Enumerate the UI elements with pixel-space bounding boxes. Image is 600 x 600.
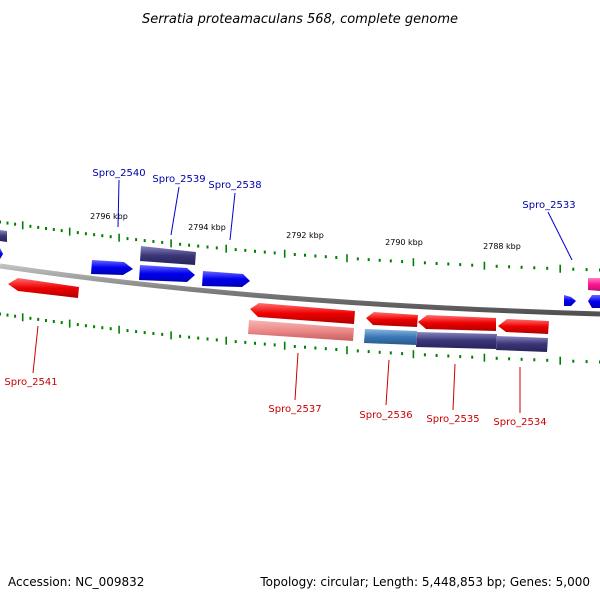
gene-arrow[interactable]	[496, 336, 548, 352]
gene-label[interactable]: Spro_2539	[152, 174, 205, 185]
gene-label[interactable]: Spro_2535	[426, 414, 479, 425]
gene-arrow-edge[interactable]	[588, 278, 600, 291]
gene-arrow-spro-2541[interactable]	[8, 278, 79, 298]
accession-label: Accession: NC_009832	[8, 575, 144, 589]
gene-arrow[interactable]	[366, 312, 418, 327]
gene-arrow-edge[interactable]	[0, 230, 7, 242]
gene-arrow-edge[interactable]	[0, 248, 3, 259]
gene-arrow[interactable]	[248, 320, 354, 341]
gene-label[interactable]: Spro_2533	[522, 200, 575, 211]
gene-label[interactable]: Spro_2540	[92, 168, 145, 179]
gene-arrow[interactable]	[91, 260, 133, 275]
tick-row-outer	[0, 220, 600, 273]
gene-arrow-spro-2533[interactable]	[564, 295, 576, 306]
gene-arrow[interactable]	[416, 332, 497, 349]
gene-arrow-spro-2536[interactable]	[364, 329, 417, 345]
gene-arrow-spro-2535[interactable]	[418, 315, 496, 331]
gene-arrow-edge[interactable]	[588, 295, 600, 308]
gene-label[interactable]: Spro_2534	[493, 417, 546, 428]
kbp-label: 2788 kbp	[483, 242, 521, 251]
kbp-label: 2792 kbp	[286, 231, 324, 240]
gene-label[interactable]: Spro_2536	[359, 410, 412, 421]
gene-arrow-spro-2538[interactable]	[202, 271, 250, 287]
gene-label[interactable]: Spro_2538	[208, 180, 261, 191]
gene-arrow-spro-2539[interactable]	[140, 246, 196, 265]
gene-arrow-spro-2537[interactable]	[250, 303, 355, 324]
genome-summary: Topology: circular; Length: 5,448,853 bp…	[259, 575, 590, 589]
map-title: Serratia proteamaculans 568, complete ge…	[142, 12, 458, 27]
kbp-label: 2794 kbp	[188, 223, 226, 232]
gene-arrow[interactable]	[139, 265, 195, 282]
leader-lines-forward	[117, 179, 573, 261]
tick-row-inner	[0, 312, 600, 365]
gene-arrow-spro-2534[interactable]	[498, 319, 549, 334]
leader-lines-reverse	[32, 325, 521, 413]
genome-backbone	[0, 263, 600, 317]
kbp-label: 2790 kbp	[385, 238, 423, 247]
gene-label[interactable]: Spro_2537	[268, 404, 321, 415]
kbp-label: 2796 kbp	[90, 212, 128, 221]
gene-label[interactable]: Spro_2541	[4, 377, 57, 388]
